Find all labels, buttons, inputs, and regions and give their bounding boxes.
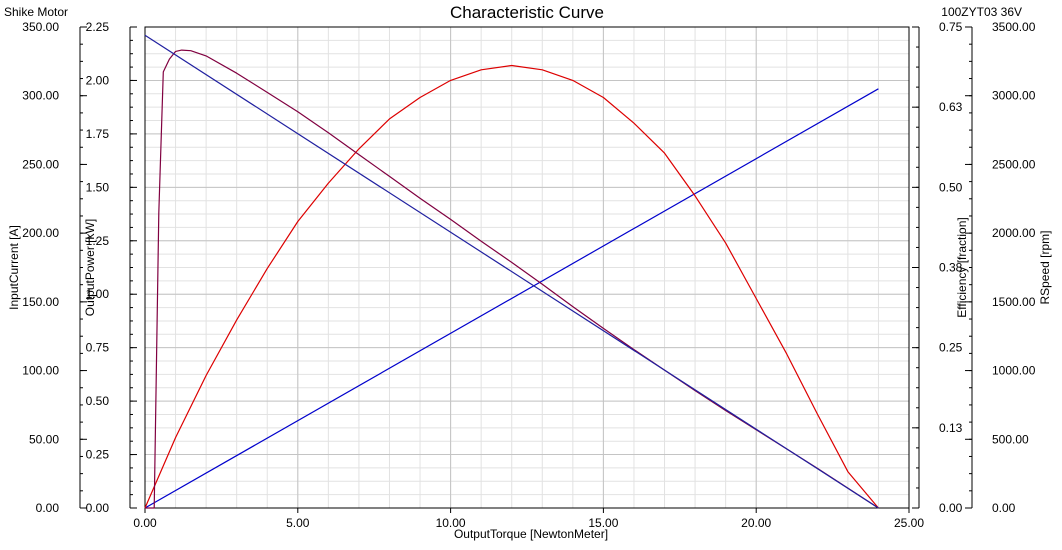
- series-layer: [144, 34, 879, 509]
- y-tick-label-speed: 2000.00: [992, 226, 1036, 240]
- x-tick-label: 20.00: [741, 516, 771, 530]
- y-tick-label-current: 50.00: [29, 432, 59, 446]
- plot-frame: [144, 26, 910, 509]
- y-tick-label-power: 1.00: [86, 287, 110, 301]
- y-tick-label-speed: 500.00: [992, 432, 1029, 446]
- y-tick-label-efficiency: 0.00: [939, 501, 963, 515]
- y-tick-label-current: 350.00: [22, 20, 59, 34]
- x-tick-label: 15.00: [588, 516, 618, 530]
- y-axis-label-efficiency: Efficiency [fraction]: [955, 217, 969, 318]
- y-tick-label-power: 0.75: [86, 341, 110, 355]
- y-tick-label-speed: 0.00: [992, 501, 1016, 515]
- series-line-power: [144, 64, 879, 509]
- x-tick-label: 10.00: [436, 516, 466, 530]
- y-tick-label-power: 1.75: [86, 127, 110, 141]
- y-tick-label-current: 300.00: [22, 89, 59, 103]
- chart-title: Characteristic Curve: [450, 3, 604, 22]
- y-tick-label-power: 0.50: [86, 394, 110, 408]
- grid: [144, 26, 910, 509]
- axes: 0.00 5.00 10.00 15.00 20.00 25.00 OutputTorque…: [7, 20, 1052, 541]
- header-right-label: 100ZYT03 36V: [941, 5, 1022, 19]
- y-tick-label-current: 200.00: [22, 226, 59, 240]
- y-tick-label-power: 2.25: [86, 20, 110, 34]
- y-tick-label-power: 2.00: [86, 73, 110, 87]
- y-tick-label-current: 100.00: [22, 364, 59, 378]
- x-tick-label: 5.00: [286, 516, 310, 530]
- x-axis-label: OutputTorque [NewtonMeter]: [454, 527, 608, 541]
- series-line-current: [144, 88, 879, 509]
- y-tick-label-speed: 2500.00: [992, 157, 1036, 171]
- series-line-speed: [144, 34, 879, 509]
- y-tick-label-speed: 3500.00: [992, 20, 1036, 34]
- y-tick-label-efficiency: 0.50: [939, 180, 963, 194]
- y-tick-label-speed: 1000.00: [992, 364, 1036, 378]
- x-tick-label: 0.00: [133, 516, 157, 530]
- y-tick-label-power: 0.25: [86, 448, 110, 462]
- y-axis-label-current: InputCurrent [A]: [7, 225, 21, 310]
- y-tick-label-current: 0.00: [36, 501, 60, 515]
- y-axis-label-speed: RSpeed [rpm]: [1038, 230, 1052, 304]
- y-tick-label-efficiency: 0.63: [939, 100, 963, 114]
- y-tick-label-efficiency: 0.25: [939, 341, 963, 355]
- y-tick-label-power: 0.00: [86, 501, 110, 515]
- y-tick-label-efficiency: 0.75: [939, 20, 963, 34]
- y-tick-label-power: 1.25: [86, 234, 110, 248]
- y-tick-label-speed: 3000.00: [992, 89, 1036, 103]
- header-left-label: Shike Motor: [4, 5, 68, 19]
- y-tick-label-power: 1.50: [86, 180, 110, 194]
- y-tick-label-efficiency: 0.13: [939, 421, 963, 435]
- series-line-efficiency: [145, 49, 879, 509]
- y-tick-label-efficiency: 0.38: [939, 261, 963, 275]
- y-tick-label-current: 250.00: [22, 157, 59, 171]
- y-tick-label-current: 150.00: [22, 295, 59, 309]
- y-axis-label-power: OutputPower [kW]: [83, 219, 97, 316]
- x-tick-label: 25.00: [894, 516, 924, 530]
- y-tick-label-speed: 1500.00: [992, 295, 1036, 309]
